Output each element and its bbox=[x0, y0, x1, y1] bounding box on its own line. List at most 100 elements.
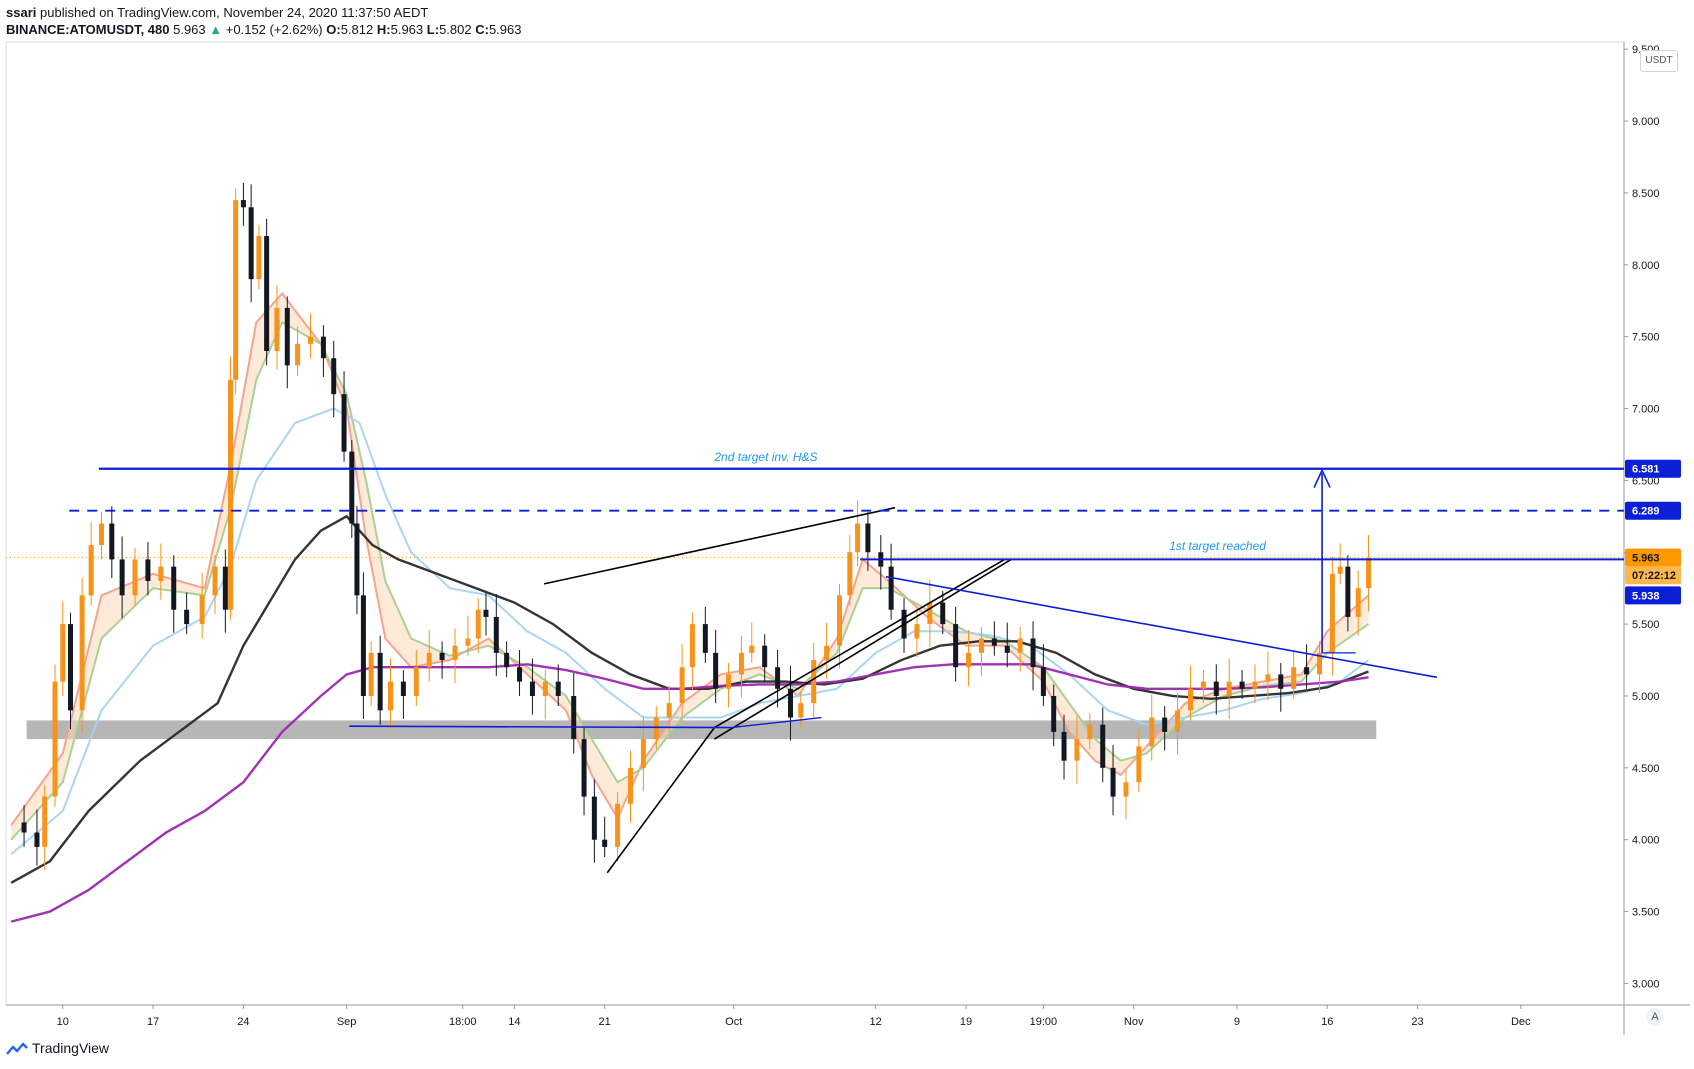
candle bbox=[264, 218, 270, 366]
candle bbox=[787, 665, 793, 741]
candle bbox=[349, 440, 355, 538]
candle-body bbox=[158, 566, 164, 581]
candle-body bbox=[738, 652, 744, 675]
candle bbox=[21, 805, 27, 847]
candle bbox=[749, 622, 755, 663]
candle bbox=[475, 598, 481, 653]
candle-body bbox=[1187, 688, 1193, 711]
y-tick-label: 3.500 bbox=[1632, 907, 1660, 919]
candle-body bbox=[978, 638, 984, 653]
candle-body bbox=[689, 624, 695, 668]
candle-body bbox=[927, 602, 933, 625]
neckline-trend-line bbox=[885, 575, 1438, 679]
candle bbox=[1004, 622, 1010, 668]
x-tick-label: 17 bbox=[147, 1016, 159, 1028]
candle-body bbox=[1030, 638, 1036, 668]
candle-body bbox=[360, 595, 366, 696]
candle-body bbox=[1304, 667, 1310, 675]
candle bbox=[966, 629, 972, 686]
candle bbox=[855, 500, 861, 567]
candle-body bbox=[640, 739, 646, 768]
candle-body bbox=[762, 645, 768, 668]
candle-body bbox=[1355, 588, 1361, 617]
candle-body bbox=[1213, 681, 1219, 696]
price-tag-box bbox=[1625, 548, 1681, 567]
close-label: C: bbox=[475, 22, 489, 37]
candle-body bbox=[109, 523, 115, 560]
candle-body bbox=[1136, 746, 1142, 783]
auto-scale-button[interactable]: A bbox=[1646, 1008, 1664, 1026]
candle-body bbox=[320, 336, 326, 359]
support-zone bbox=[26, 720, 1377, 740]
candle bbox=[171, 555, 177, 633]
candle bbox=[233, 188, 239, 395]
x-tick-label: Oct bbox=[725, 1016, 742, 1028]
candle-body bbox=[602, 839, 608, 847]
candle-body bbox=[400, 681, 406, 696]
published-text: published on TradingView.com, November 2… bbox=[40, 5, 429, 20]
candle-body bbox=[79, 595, 85, 711]
open-label: O: bbox=[326, 22, 341, 37]
candle-body bbox=[1123, 782, 1129, 797]
symbol-info: BINANCE:ATOMUSDT, 480 5.963 ▲ +0.152 (+2… bbox=[6, 22, 522, 37]
candle-body bbox=[88, 545, 94, 596]
candle bbox=[640, 716, 646, 791]
candle bbox=[762, 634, 768, 682]
candle-body bbox=[855, 523, 861, 553]
candle bbox=[702, 606, 708, 663]
y-tick-label: 5.000 bbox=[1632, 691, 1660, 703]
candle-body bbox=[1265, 674, 1271, 682]
candle bbox=[377, 635, 383, 725]
candle-body bbox=[212, 566, 218, 596]
candle-body bbox=[837, 595, 843, 646]
price-tag-box bbox=[1625, 459, 1681, 478]
candle bbox=[1110, 744, 1116, 816]
candle bbox=[426, 629, 432, 682]
candle bbox=[591, 779, 597, 863]
candle-body bbox=[493, 616, 499, 653]
candle-body bbox=[811, 660, 817, 704]
candle bbox=[1175, 693, 1181, 755]
candle-body bbox=[1316, 652, 1322, 675]
candle bbox=[1345, 555, 1351, 632]
candle bbox=[627, 750, 633, 823]
plot-frame bbox=[5, 41, 1625, 1006]
candle-body bbox=[1329, 573, 1335, 653]
currency-button[interactable]: USDT bbox=[1640, 50, 1678, 72]
x-tick-label: Dec bbox=[1511, 1016, 1531, 1028]
candle-body bbox=[1162, 717, 1168, 732]
candle-body bbox=[504, 652, 510, 668]
trend-line bbox=[543, 506, 896, 585]
candle bbox=[483, 592, 489, 636]
candle-body bbox=[726, 674, 732, 689]
candle-body bbox=[787, 688, 793, 718]
candle bbox=[1061, 714, 1067, 780]
candle-body bbox=[1051, 695, 1057, 732]
candle bbox=[1100, 707, 1106, 783]
candle-body bbox=[377, 652, 383, 711]
candle-body bbox=[847, 552, 853, 596]
candle-body bbox=[60, 624, 66, 682]
moving-average-line-3 bbox=[10, 407, 1370, 855]
price-tag-label: 6.581 bbox=[1632, 464, 1660, 476]
trend-line bbox=[606, 727, 716, 874]
candle bbox=[493, 593, 499, 676]
candle-body bbox=[274, 307, 280, 352]
candle bbox=[145, 542, 151, 596]
candle-body bbox=[713, 652, 719, 689]
candle-body bbox=[413, 667, 419, 696]
candle-body bbox=[1278, 674, 1284, 689]
candle bbox=[274, 284, 280, 370]
candle-body bbox=[798, 703, 804, 718]
candle-body bbox=[666, 703, 672, 718]
candle-body bbox=[1110, 767, 1116, 797]
candle-body bbox=[354, 523, 360, 596]
candle bbox=[1136, 729, 1142, 793]
tradingview-footer[interactable]: TradingView bbox=[6, 1040, 109, 1056]
candle-body bbox=[426, 652, 432, 668]
price-change: +0.152 (+2.62%) bbox=[225, 22, 323, 37]
candle bbox=[1123, 770, 1129, 820]
price-tag: 6.289 bbox=[1625, 501, 1681, 520]
candle bbox=[1265, 651, 1271, 701]
